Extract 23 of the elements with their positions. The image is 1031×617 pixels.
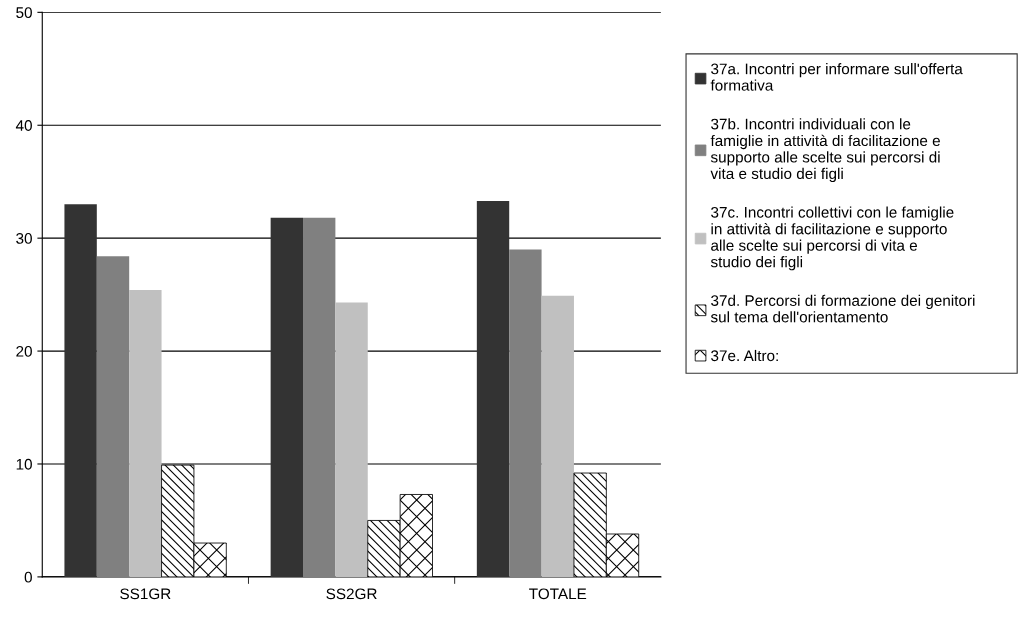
x-tick-label: SS2GR xyxy=(326,588,377,600)
y-tick-label: 50 xyxy=(16,7,32,19)
legend-label: 37e. Altro: xyxy=(711,349,778,362)
legend-label: 37d. Percorsi di formazione dei genitori sul tema dell'orientamento xyxy=(710,294,975,323)
bar xyxy=(96,256,130,577)
bar xyxy=(129,290,162,577)
y-tick-label: 20 xyxy=(16,345,32,357)
y-tick-label: 10 xyxy=(16,458,32,470)
bar xyxy=(476,200,510,577)
legend-label: 37b. Incontri individuali con le famiglie in attività di facilitazione e supporto alle scelte sui percorsi di vita e studio dei figli xyxy=(710,118,940,183)
y-tick-label: 30 xyxy=(16,233,32,244)
y-tick-label: 0 xyxy=(24,571,32,583)
x-tick-label: TOTALE xyxy=(529,588,587,600)
bar xyxy=(270,217,304,577)
x-tick-label: SS1GR xyxy=(120,588,171,600)
bar xyxy=(335,302,368,577)
bar xyxy=(509,249,542,577)
bar xyxy=(303,217,336,577)
legend-label: 37a. Incontri per informare sull'offerta formativa xyxy=(710,63,963,91)
bar xyxy=(541,295,574,577)
y-tick-label: 40 xyxy=(15,120,32,131)
bar xyxy=(64,204,97,577)
legend-label: 37c. Incontri collettivi con le famiglie in attività di facilitazione e supporto alle scelte sui percorsi di vita e studio dei figli xyxy=(710,206,954,271)
